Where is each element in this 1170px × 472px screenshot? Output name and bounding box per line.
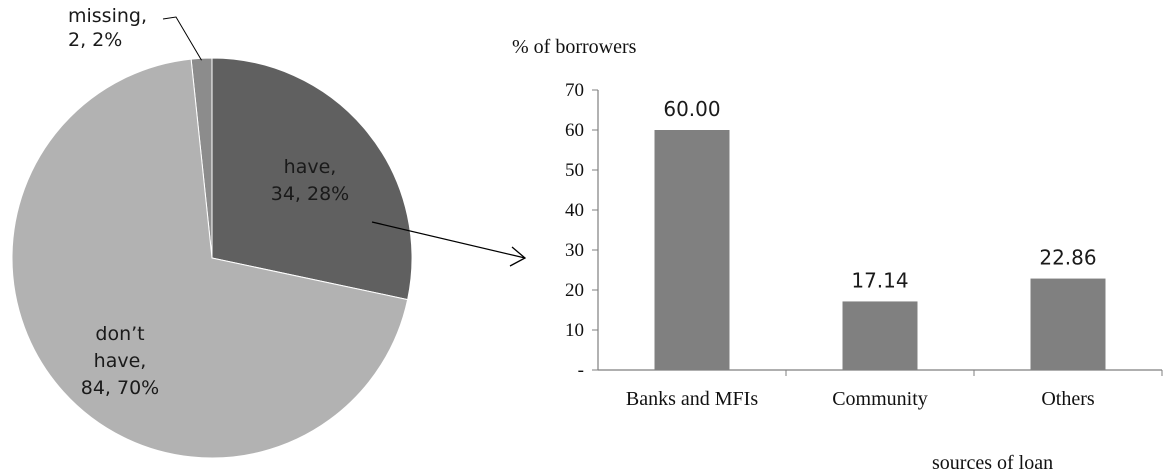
pie-label-line: 84, 70% (81, 377, 160, 399)
pie-labels: missing, 2, 2% have, 34, 28% don’t have, 84, 7… (68, 5, 349, 399)
pie-slice-have (211, 57, 413, 301)
y-tick-label: 60 (565, 120, 584, 141)
bar-value-label: 22.86 (1039, 246, 1096, 270)
x-tick-label: Banks and MFIs (626, 388, 758, 410)
pie-label-line: missing, (68, 5, 147, 27)
y-tick-label: 40 (565, 200, 584, 221)
pie-label-line: have, (284, 156, 337, 178)
x-tick-label: Community (832, 388, 928, 410)
y-tick-label: 10 (565, 320, 584, 341)
y-tick-label: 70 (565, 80, 584, 101)
pie-chart (11, 57, 413, 459)
y-tick-label: - (578, 360, 584, 381)
y-tick-label: 20 (565, 280, 584, 301)
pie-label-have: have, 34, 28% (271, 156, 350, 205)
pie-slice-don-t-have (11, 58, 409, 459)
pie-label-line: 34, 28% (271, 183, 350, 205)
y-tick-label: 50 (565, 160, 584, 181)
connector-arrow (371, 221, 527, 267)
x-tick-label: Others (1041, 388, 1095, 410)
pie-label-missing: missing, 2, 2% (68, 5, 147, 51)
bar-value-label: 60.00 (663, 97, 720, 121)
y-axis-title: % of borrowers (512, 36, 637, 58)
y-tick-label: 30 (565, 240, 584, 261)
bar-value-labels: 60.00 17.14 22.86 (663, 97, 1096, 292)
x-tick-labels: Banks and MFIs Community Others (626, 388, 1095, 410)
x-axis-title: sources of loan (932, 452, 1053, 472)
missing-leader-line (162, 16, 202, 61)
pie-label-don-t-have: don’t have, 84, 70% (81, 323, 160, 399)
connector-arrow-head (509, 246, 527, 267)
connector-arrow-line (371, 221, 526, 259)
bar-community (842, 301, 918, 370)
bar-others (1030, 278, 1106, 370)
pie-label-line: don’t (95, 323, 144, 345)
bar-value-label: 17.14 (851, 268, 908, 292)
y-tick-labels: - 10 20 30 40 50 60 70 (565, 80, 584, 381)
bar-chart: % of borrowers sources of loan - 10 20 30 40… (512, 36, 1163, 472)
pie-label-line: 2, 2% (68, 29, 122, 51)
bar-banks-and-mfis (654, 130, 730, 370)
bars (654, 130, 1106, 370)
pie-label-line: have, (94, 350, 147, 372)
